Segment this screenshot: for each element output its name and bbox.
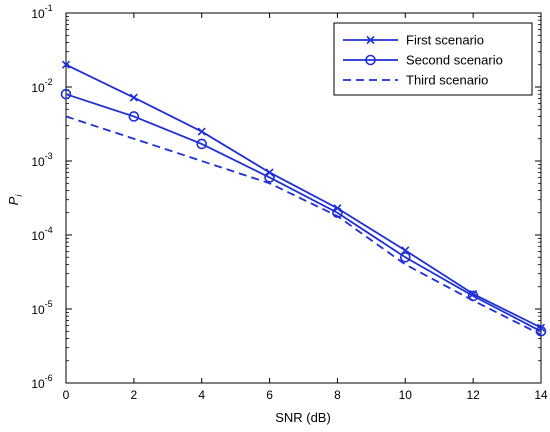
data-point [60,88,72,100]
legend-label: Third scenario [406,73,488,88]
y-tick-label: 10-5 [31,299,52,317]
data-point [197,127,206,136]
series-2 [60,88,547,337]
data-point [399,251,411,263]
y-axis-label: Pi [6,194,24,206]
axis-ticks [65,12,542,384]
x-tick-label: 0 [63,388,70,402]
y-axis-label-subscript: i [14,194,24,197]
x-tick-label: 6 [266,388,273,402]
x-marker-stroke [61,60,71,69]
series-line [65,93,542,333]
x-marker-stroke [197,127,206,136]
series-3 [65,115,542,336]
data-point [332,207,343,219]
x-marker-stroke [129,93,138,102]
y-tick-labels: 10-1 10-2 10-3 10-4 10-5 10-6 [31,3,52,391]
x-tick-label: 8 [334,388,341,402]
data-point [129,93,138,102]
y-tick-label: 10-2 [31,77,52,95]
y-tick-label: 10-1 [31,3,52,21]
legend: First scenario Second scenario Third scena… [333,22,533,96]
x-tick-label: 2 [131,388,138,402]
data-point [128,111,140,122]
data-point [264,172,275,183]
x-axis-label: SNR (dB) [275,410,331,425]
y-tick-label: 10-6 [31,373,52,391]
legend-marker [365,54,376,66]
y-tick-label: 10-4 [31,225,52,243]
x-tick-label: 14 [534,388,548,402]
data-point [196,138,208,150]
y-axis-label-main: P [6,196,21,205]
x-tick-labels: 0 2 4 6 8 10 12 14 [63,388,548,402]
legend-marker [366,35,375,45]
legend-entry: First scenario [343,33,484,48]
legend-entry: Third scenario [343,73,488,88]
x-tick-label: 12 [466,388,480,402]
legend-entry: Second scenario [343,53,503,68]
legend-label: First scenario [406,33,484,48]
x-tick-label: 4 [198,388,205,402]
data-point [535,325,547,337]
y-tick-label: 10-3 [31,151,52,169]
x-marker-stroke [366,35,375,45]
data-point [61,60,71,69]
series-line [65,115,542,336]
legend-box [333,22,533,96]
legend-label: Second scenario [406,53,503,68]
series-line [65,63,542,329]
series-layer [60,60,547,337]
x-tick-label: 10 [399,388,413,402]
